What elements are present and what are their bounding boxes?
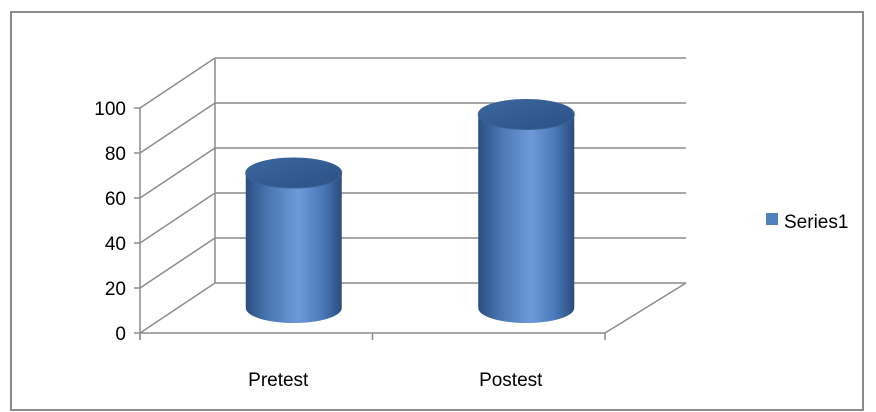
y-tick-label-0: 0 — [115, 324, 126, 345]
gridline-side-3 — [139, 147, 216, 199]
gridline-side-4 — [139, 102, 216, 154]
y-tick-label-5: 100 — [94, 99, 126, 120]
x-axis-ticks: Pretest Postest — [139, 333, 606, 391]
legend-series1-label: Series1 — [784, 212, 848, 233]
floor-right-edge — [604, 282, 687, 334]
bar-body-1 — [478, 114, 575, 324]
y-axis-ticks: 0 20 40 60 80 100 — [94, 99, 140, 345]
legend-swatch — [766, 213, 778, 225]
bar-top-1 — [477, 99, 575, 130]
bar-postest — [477, 99, 575, 324]
legend: Series1 — [766, 212, 848, 233]
chart-border — [10, 11, 864, 411]
y-tick-label-4: 80 — [105, 144, 126, 165]
gridline-side-2 — [139, 192, 216, 244]
bar-top-0 — [245, 157, 343, 189]
bar-body-0 — [245, 173, 342, 324]
bar-pretest — [245, 157, 343, 324]
gridline-side-5 — [139, 57, 216, 109]
bars — [245, 99, 575, 324]
x-tick-label-postest: Postest — [479, 370, 543, 391]
x-tick-label-pretest: Pretest — [248, 370, 309, 391]
gridline-side-0 — [139, 282, 216, 334]
y-tick-label-3: 60 — [105, 189, 126, 210]
y-tick-label-1: 20 — [105, 279, 126, 300]
y-tick-label-2: 40 — [105, 234, 126, 255]
gridline-side-1 — [139, 237, 216, 289]
